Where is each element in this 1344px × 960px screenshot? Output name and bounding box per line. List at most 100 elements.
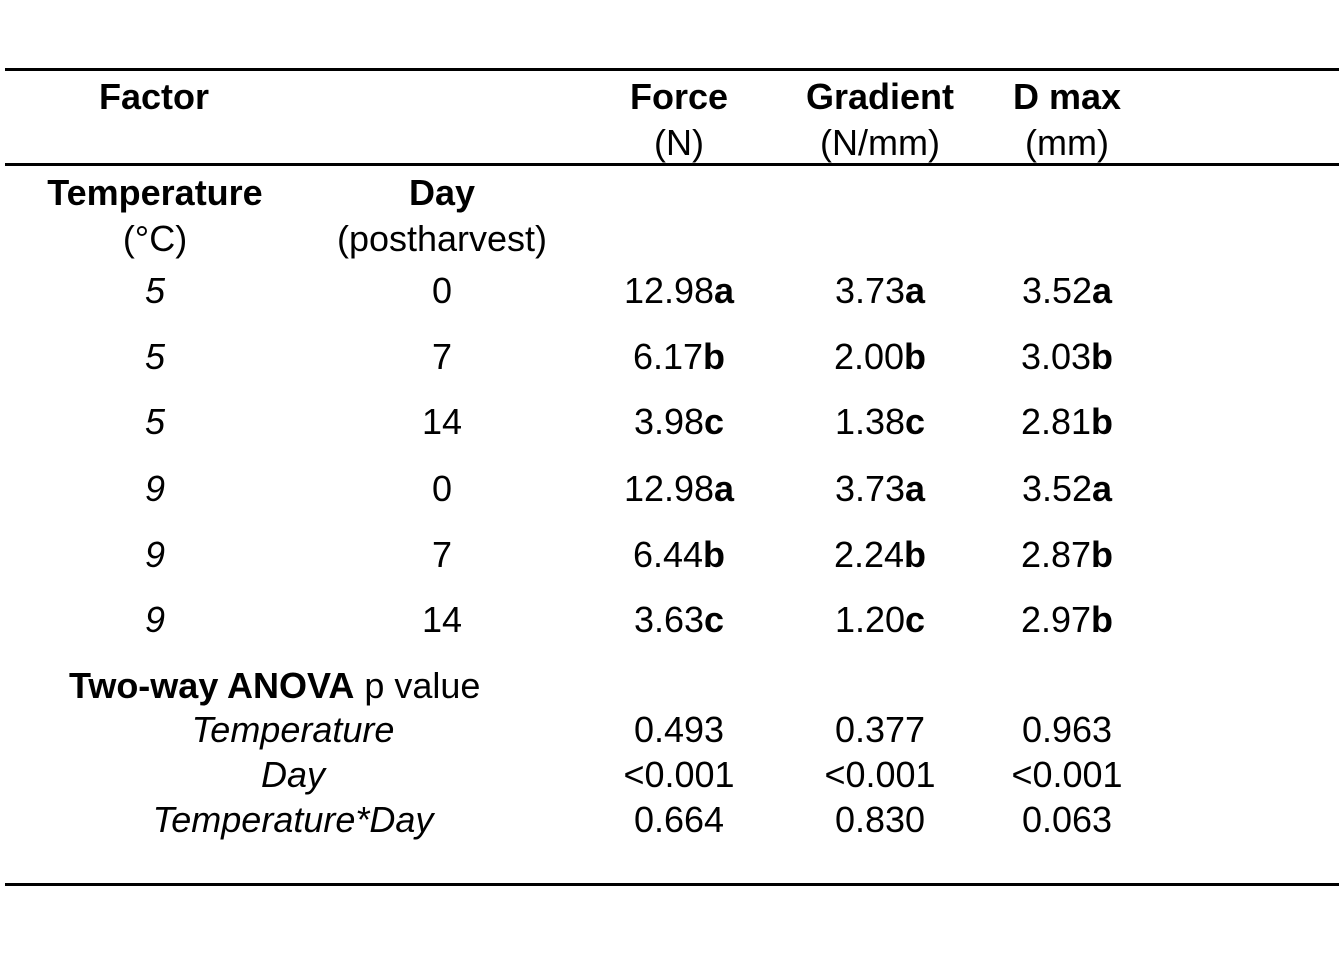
dmax-letter: a	[1092, 468, 1113, 509]
gradient-letter: b	[904, 336, 927, 377]
dmax-value: 2.87	[1020, 534, 1092, 575]
anova-label: Temperature*Day	[152, 799, 434, 840]
cell-force: 12.98a	[624, 271, 734, 311]
cell-dmax: 2.87b	[1021, 535, 1113, 575]
anova-label: Day	[260, 754, 326, 795]
cell-dmax: 2.81b	[1021, 402, 1113, 442]
dmax-value: 2.81	[1020, 401, 1092, 442]
cell-force: 6.44b	[633, 535, 725, 575]
cell-day: 0	[432, 271, 452, 311]
dmax-letter: b	[1091, 599, 1114, 640]
header-force: Force	[629, 76, 729, 117]
cell-temperature: 5	[145, 402, 165, 442]
force-letter: a	[714, 270, 735, 311]
dmax-letter: b	[1091, 534, 1114, 575]
cell-dmax: 3.03b	[1021, 337, 1113, 377]
gradient-value: 3.73	[834, 270, 906, 311]
temperature-value: 9	[144, 468, 166, 509]
force-letter: b	[703, 336, 726, 377]
cell-temperature: 9	[145, 600, 165, 640]
cell-temperature: 9	[145, 469, 165, 509]
gradient-letter: a	[905, 468, 926, 509]
temperature-value: 9	[144, 534, 166, 575]
dmax-value: 3.52	[1021, 468, 1093, 509]
header-force-unit: (N)	[654, 122, 704, 163]
gradient-value: 3.73	[834, 468, 906, 509]
force-letter: c	[704, 401, 725, 442]
cell-dmax: 3.52a	[1022, 271, 1112, 311]
bottom-rule	[5, 883, 1339, 886]
anova-label: Temperature	[191, 709, 395, 750]
cell-day: 7	[432, 337, 452, 377]
anova-dmax: <0.001	[1011, 754, 1123, 795]
force-value: 12.98	[623, 270, 715, 311]
anova-force: <0.001	[623, 754, 735, 795]
cell-gradient: 2.24b	[834, 535, 926, 575]
day-value: 14	[421, 599, 463, 640]
cell-day: 14	[422, 402, 462, 442]
cell-day: 7	[432, 535, 452, 575]
gradient-value: 2.24	[833, 534, 905, 575]
cell-force: 6.17b	[633, 337, 725, 377]
temperature-value: 9	[144, 599, 166, 640]
day-value: 14	[421, 401, 463, 442]
gradient-value: 1.20	[834, 599, 906, 640]
gradient-letter: b	[904, 534, 927, 575]
cell-gradient: 3.73a	[835, 469, 925, 509]
dmax-value: 3.03	[1020, 336, 1092, 377]
gradient-letter: a	[905, 270, 926, 311]
cell-gradient: 3.73a	[835, 271, 925, 311]
day-value: 7	[431, 534, 453, 575]
temperature-value: 5	[144, 336, 166, 377]
gradient-letter: c	[905, 401, 926, 442]
dmax-value: 3.52	[1021, 270, 1093, 311]
anova-gradient: 0.377	[834, 709, 926, 750]
header-dmax-unit: (mm)	[1025, 122, 1109, 163]
cell-dmax: 3.52a	[1022, 469, 1112, 509]
gradient-value: 2.00	[833, 336, 905, 377]
force-letter: b	[703, 534, 726, 575]
anova-force: 0.664	[633, 799, 725, 840]
gradient-letter: c	[905, 599, 926, 640]
header-factor: Factor	[98, 76, 210, 117]
subheader-temperature: Temperature	[47, 172, 263, 213]
anova-title-rest: p value	[354, 665, 481, 706]
cell-force: 3.98c	[634, 402, 724, 442]
force-value: 12.98	[623, 468, 715, 509]
anova-gradient: 0.830	[834, 799, 926, 840]
dmax-letter: b	[1091, 336, 1114, 377]
day-value: 7	[431, 336, 453, 377]
anova-gradient: <0.001	[824, 754, 936, 795]
force-letter: a	[714, 468, 735, 509]
cell-force: 3.63c	[634, 600, 724, 640]
header-dmax: D max	[1012, 76, 1122, 117]
top-rule	[5, 68, 1339, 71]
force-value: 6.17	[632, 336, 704, 377]
cell-temperature: 5	[145, 337, 165, 377]
subheader-temperature-unit: (°C)	[122, 218, 188, 259]
subheader-day-unit: (postharvest)	[336, 218, 548, 259]
subheader-day: Day	[408, 172, 476, 213]
cell-force: 12.98a	[624, 469, 734, 509]
header-gradient-unit: (N/mm)	[820, 122, 940, 163]
cell-temperature: 5	[145, 271, 165, 311]
header-gradient: Gradient	[805, 76, 955, 117]
temperature-value: 5	[144, 401, 166, 442]
gradient-value: 1.38	[834, 401, 906, 442]
anova-dmax: 0.963	[1021, 709, 1113, 750]
cell-temperature: 9	[145, 535, 165, 575]
force-value: 6.44	[632, 534, 704, 575]
cell-gradient: 1.38c	[835, 402, 925, 442]
force-value: 3.98	[633, 401, 705, 442]
header-rule	[5, 163, 1339, 166]
anova-title: Two-way ANOVA p value	[69, 666, 480, 706]
dmax-letter: b	[1091, 401, 1114, 442]
force-value: 3.63	[633, 599, 705, 640]
dmax-value: 2.97	[1020, 599, 1092, 640]
temperature-value: 5	[144, 270, 166, 311]
cell-gradient: 1.20c	[835, 600, 925, 640]
cell-day: 14	[422, 600, 462, 640]
cell-gradient: 2.00b	[834, 337, 926, 377]
day-value: 0	[431, 270, 453, 311]
cell-dmax: 2.97b	[1021, 600, 1113, 640]
